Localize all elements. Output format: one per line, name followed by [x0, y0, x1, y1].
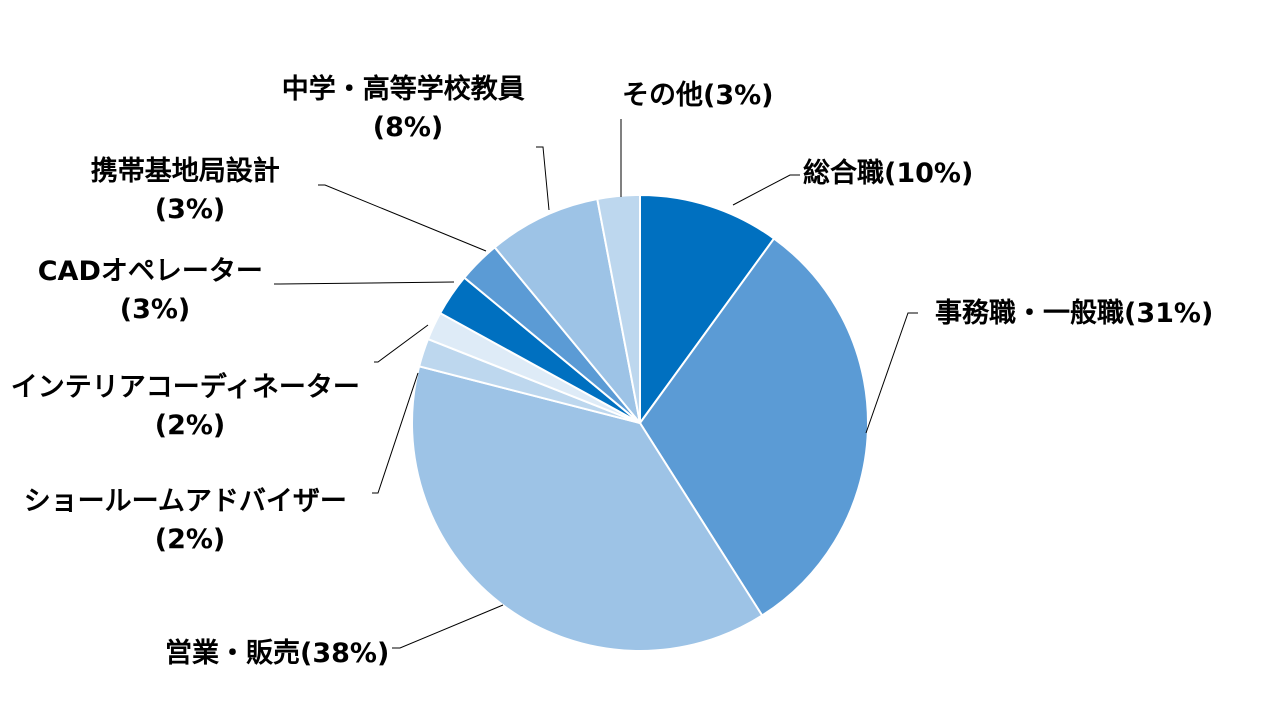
- slice-labels: 総合職(10%) 事務職・一般職(31%) 営業・販売(38%) ショールームア…: [11, 73, 1214, 669]
- label-sonota-pct: (3%): [703, 80, 774, 111]
- label-showroom-name: ショールームアドバイザー: [24, 486, 347, 517]
- label-jimushoku: 事務職・一般職(31%): [935, 297, 1213, 329]
- pie-slice-2: [411, 365, 764, 652]
- label-kyouin: 中学・高等学校教員 (8%): [282, 73, 534, 143]
- label-eigyou-name: 営業・販売: [165, 637, 300, 669]
- label-interior: インテリアコーディネーター (2%): [11, 371, 370, 441]
- label-sougoushoku-name: 総合職: [803, 157, 884, 189]
- label-cad-name: CADオペレーター: [38, 256, 263, 287]
- pie-slice-0: [639, 193, 776, 427]
- leader-lines: [274, 119, 918, 649]
- leader-line-0: [732, 174, 800, 206]
- label-showroom-pct: (2%): [155, 524, 226, 555]
- leader-line-3: [372, 372, 419, 494]
- label-sougoushoku: 総合職(10%): [803, 157, 973, 189]
- pie-slice-8: [596, 193, 641, 424]
- label-showroom: ショールームアドバイザー (2%): [24, 486, 357, 555]
- label-keitai: 携帯基地局設計 (3%): [91, 155, 289, 225]
- label-cad-pct: (3%): [120, 294, 191, 325]
- label-keitai-name: 携帯基地局設計: [91, 155, 280, 187]
- pie-slice-7: [493, 197, 641, 424]
- label-sougoushoku-pct: (10%): [884, 158, 973, 189]
- label-jimushoku-pct: (31%): [1124, 298, 1213, 329]
- label-jimushoku-name: 事務職・一般職: [935, 297, 1124, 329]
- label-kyouin-name: 中学・高等学校教員: [282, 73, 525, 105]
- pie-slices: [411, 193, 869, 652]
- pie-slice-1: [638, 237, 869, 617]
- label-eigyou: 営業・販売(38%): [165, 637, 389, 669]
- label-keitai-pct: (3%): [155, 194, 226, 225]
- leader-line-2: [392, 604, 504, 649]
- leader-line-6: [318, 184, 487, 252]
- leader-line-4: [374, 324, 429, 363]
- label-sonota: その他(3%): [622, 80, 774, 111]
- leader-line-7: [536, 146, 550, 211]
- label-eigyou-pct: (38%): [300, 638, 389, 669]
- label-sonota-name: その他: [622, 80, 703, 111]
- label-interior-pct: (2%): [155, 410, 226, 441]
- label-kyouin-pct: (8%): [373, 112, 444, 143]
- leader-line-5: [274, 281, 455, 285]
- label-cad: CADオペレーター (3%): [38, 256, 273, 325]
- label-interior-name: インテリアコーディネーター: [11, 371, 360, 403]
- leader-line-1: [865, 312, 918, 434]
